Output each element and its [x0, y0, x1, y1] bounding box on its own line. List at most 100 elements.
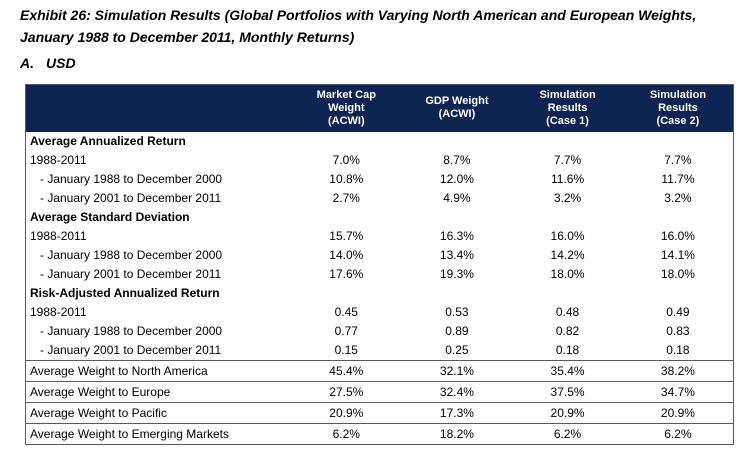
value-cell: 0.18 — [555, 343, 580, 357]
value-cell: 37.5% — [512, 380, 623, 402]
value-cell: 7.0% — [332, 153, 360, 167]
weight-row: Average Weight to North America 45.4% 32.1… — [25, 359, 734, 381]
value-cell: 19.3% — [439, 267, 474, 281]
value-cell — [402, 284, 513, 303]
value-cell: 18.0% — [660, 267, 695, 281]
row-label-column-header — [26, 85, 292, 132]
weight-row: Average Weight to Emerging Markets 6.2% 18… — [25, 422, 734, 444]
value-cell: 0.53 — [445, 305, 469, 319]
row-label-cell: - January 2001 to December 2011 — [40, 191, 222, 205]
column-header: Simulation Results (Case 2) — [623, 85, 734, 132]
exhibit-title: Exhibit 26: Simulation Results (Global P… — [20, 4, 735, 48]
value-cell: 6.2% — [512, 422, 623, 444]
value-cell — [291, 208, 402, 227]
value-cell — [512, 132, 623, 151]
section-row: Risk-Adjusted Annualized Return — [26, 284, 734, 303]
column-header-line: (ACWI) — [327, 114, 365, 127]
value-cell — [291, 284, 402, 303]
value-cell — [512, 208, 623, 227]
value-cell: 0.89 — [445, 324, 469, 338]
column-header-line: (Case 1) — [546, 114, 589, 127]
data-row: - January 1988 to December 2000 0.77 0.89 0… — [26, 322, 734, 341]
value-cell: 17.3% — [401, 401, 513, 423]
value-cell: 20.9% — [512, 401, 623, 423]
row-label-cell: Average Weight to Pacific — [25, 401, 291, 423]
section-row: Average Annualized Return — [26, 132, 734, 151]
value-cell: 17.6% — [329, 267, 364, 281]
weight-row: Average Weight to Pacific 20.9% 17.3% 20.9%… — [25, 401, 734, 423]
value-cell: 7.7% — [664, 153, 692, 167]
row-label-cell: Risk-Adjusted Annualized Return — [30, 286, 220, 300]
column-header-line: Simulation Results — [539, 88, 596, 114]
row-label-cell: 1988-2011 — [30, 305, 87, 319]
value-cell — [623, 208, 734, 227]
row-label-cell: - January 1988 to December 2000 — [40, 172, 223, 186]
row-label-cell: - January 2001 to December 2011 — [40, 343, 222, 357]
data-row: - January 1988 to December 2000 14.0% 13.4… — [26, 246, 734, 265]
value-cell: 14.0% — [329, 248, 364, 262]
value-cell: 18.2% — [401, 422, 513, 444]
value-cell: 38.2% — [622, 359, 734, 381]
value-cell — [402, 208, 513, 227]
value-cell: 2.7% — [332, 191, 360, 205]
data-row: - January 2001 to December 2011 17.6% 19.3… — [26, 265, 734, 284]
value-cell: 0.82 — [555, 324, 580, 338]
value-cell: 6.2% — [291, 422, 402, 444]
value-cell: 16.0% — [660, 229, 695, 243]
column-header: GDP Weight (ACWI) — [402, 85, 513, 132]
value-cell: 16.0% — [550, 229, 585, 243]
value-cell: 0.15 — [334, 343, 358, 357]
value-cell: 7.7% — [553, 153, 582, 167]
row-label-cell: Average Annualized Return — [30, 134, 186, 148]
value-cell: 11.6% — [550, 172, 585, 186]
value-cell: 15.7% — [329, 229, 364, 243]
value-cell: 27.5% — [291, 380, 402, 402]
value-cell: 13.4% — [439, 248, 474, 262]
row-label-cell: Average Standard Deviation — [30, 210, 190, 224]
value-cell: 32.1% — [401, 359, 513, 381]
data-row: - January 1988 to December 2000 10.8% 12.0… — [26, 170, 734, 189]
column-header: Simulation Results (Case 1) — [512, 85, 623, 132]
row-label-cell: - January 1988 to December 2000 — [40, 248, 223, 262]
row-label-cell: 1988-2011 — [30, 153, 87, 167]
value-cell: 14.2% — [550, 248, 585, 262]
exhibit-title-line2: January 1988 to December 2011, Monthly R… — [20, 29, 355, 45]
row-label-cell: - January 1988 to December 2000 — [40, 324, 223, 338]
value-cell: 32.4% — [401, 380, 513, 402]
value-cell — [402, 132, 513, 151]
data-row: - January 2001 to December 2011 2.7% 4.9% 3… — [26, 189, 734, 208]
value-cell: 16.3% — [439, 229, 474, 243]
value-cell: 0.49 — [666, 305, 690, 319]
row-label-cell: Average Weight to Europe — [25, 380, 291, 402]
panel-label: A. USD — [20, 55, 76, 71]
value-cell: 0.83 — [666, 324, 690, 338]
value-cell: 20.9% — [291, 401, 402, 423]
data-row: 1988-2011 15.7% 16.3% 16.0% 16.0% — [26, 227, 734, 246]
value-cell: 0.77 — [334, 324, 358, 338]
data-row: 1988-2011 0.45 0.53 0.48 0.49 — [26, 303, 734, 322]
value-cell: 0.18 — [666, 343, 690, 357]
weight-row: Average Weight to Europe 27.5% 32.4% 37.5% 3… — [25, 380, 734, 402]
table-body: Average Annualized Return 1988-2011 7.0% 8.… — [25, 132, 734, 444]
column-header: Market Cap Weight (ACWI) — [291, 85, 402, 132]
panel-letter: A. — [20, 55, 34, 71]
column-header-line: Simulation Results — [649, 88, 707, 114]
value-cell: 20.9% — [622, 401, 734, 423]
row-label-cell: 1988-2011 — [30, 229, 87, 243]
data-row: - January 2001 to December 2011 0.15 0.25 0… — [26, 341, 734, 361]
value-cell: 34.7% — [622, 380, 734, 402]
table-header: Market Cap Weight (ACWI) GDP Weight (ACWI)… — [25, 84, 734, 132]
value-cell: 10.8% — [329, 172, 364, 186]
value-cell: 45.4% — [291, 359, 402, 381]
value-cell — [512, 284, 623, 303]
section-row: Average Standard Deviation — [26, 208, 734, 227]
value-cell: 35.4% — [512, 359, 623, 381]
value-cell: 14.1% — [660, 248, 695, 262]
value-cell: 6.2% — [622, 422, 734, 444]
column-header-line: (Case 2) — [656, 114, 700, 127]
value-cell: 8.7% — [443, 153, 471, 167]
value-cell — [623, 132, 734, 151]
row-label-cell: Average Weight to North America — [25, 359, 291, 381]
column-header-line: Market Cap Weight — [316, 88, 376, 114]
value-cell: 0.25 — [445, 343, 469, 357]
